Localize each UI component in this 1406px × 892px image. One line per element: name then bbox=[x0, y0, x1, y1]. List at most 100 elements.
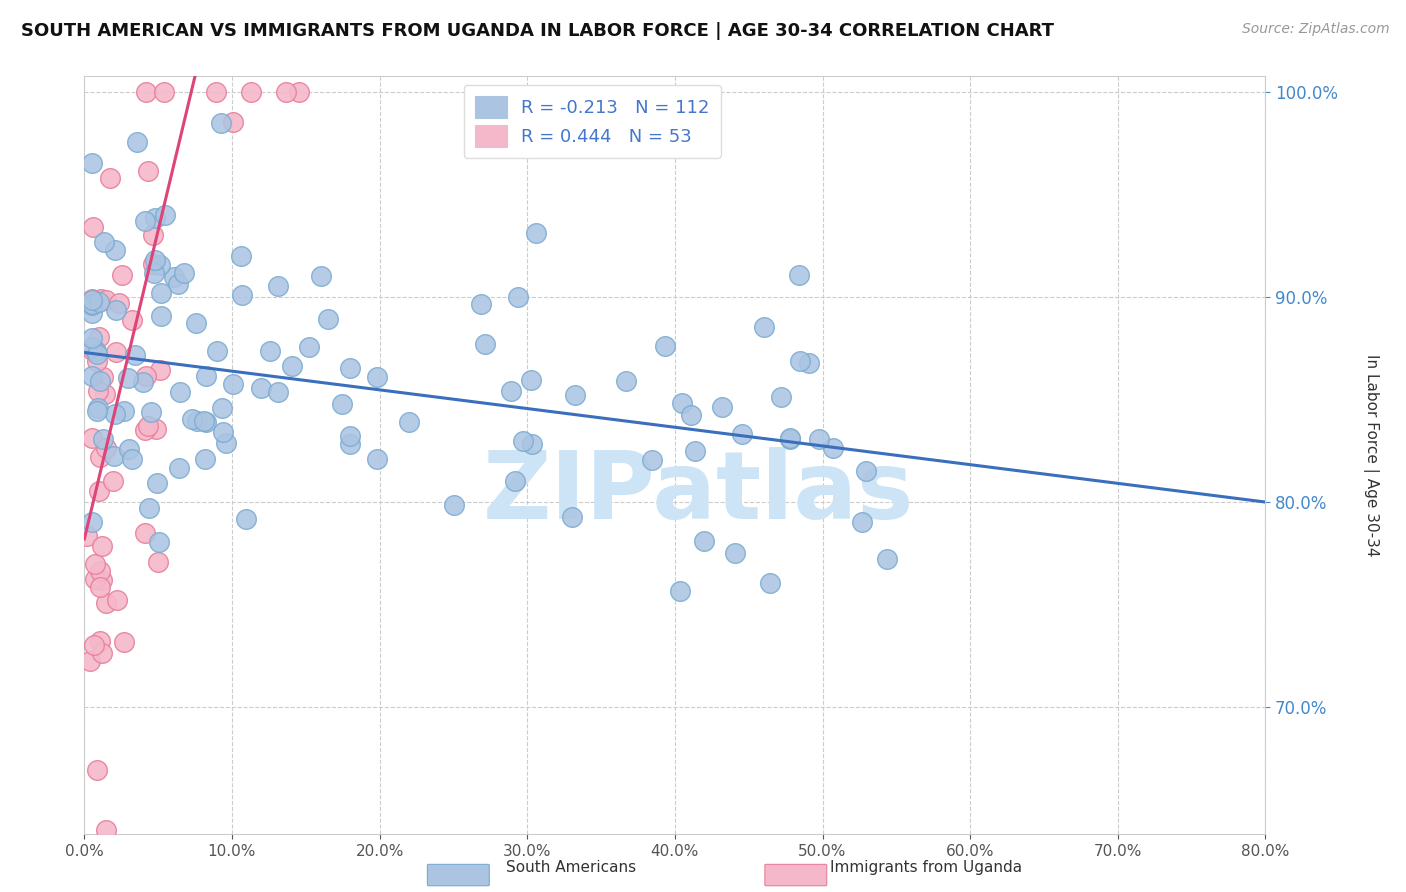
Point bbox=[797, 356, 820, 370]
Point bbox=[212, 425, 235, 439]
Point bbox=[94, 293, 117, 308]
Point bbox=[366, 452, 388, 467]
Point bbox=[173, 266, 195, 280]
Point bbox=[117, 371, 139, 385]
Point bbox=[163, 270, 186, 285]
Point bbox=[470, 297, 492, 311]
Point bbox=[193, 414, 215, 428]
Point bbox=[80, 306, 103, 320]
Point bbox=[145, 211, 167, 225]
Point bbox=[693, 533, 716, 548]
Point bbox=[150, 309, 173, 323]
Point bbox=[149, 363, 172, 377]
Point bbox=[91, 432, 114, 446]
Point bbox=[142, 228, 165, 243]
Point bbox=[332, 397, 354, 411]
Point bbox=[91, 539, 114, 553]
Point bbox=[524, 226, 547, 240]
Point bbox=[96, 596, 118, 610]
Point bbox=[80, 340, 103, 354]
Point bbox=[231, 287, 253, 301]
Point bbox=[143, 253, 166, 268]
Point bbox=[91, 370, 114, 384]
Point bbox=[229, 249, 252, 263]
Point bbox=[654, 338, 676, 352]
Point bbox=[89, 580, 111, 594]
Point bbox=[150, 286, 173, 301]
Point bbox=[311, 268, 333, 283]
Point bbox=[723, 546, 745, 560]
Point bbox=[112, 403, 135, 417]
Point bbox=[80, 431, 103, 445]
Point bbox=[474, 337, 496, 351]
Point bbox=[222, 115, 245, 129]
Point bbox=[125, 135, 148, 149]
Point bbox=[80, 296, 103, 310]
Point bbox=[146, 475, 169, 490]
Point bbox=[779, 432, 801, 446]
Point bbox=[94, 822, 117, 837]
Point bbox=[83, 558, 105, 572]
Point bbox=[87, 484, 110, 499]
Point bbox=[136, 419, 159, 434]
Point bbox=[240, 85, 263, 99]
Point bbox=[194, 415, 217, 429]
Point bbox=[205, 85, 228, 99]
Point bbox=[614, 374, 637, 388]
Point bbox=[79, 654, 101, 668]
Point bbox=[89, 375, 111, 389]
Point bbox=[141, 404, 163, 418]
Point bbox=[851, 515, 873, 529]
Point bbox=[87, 294, 110, 309]
Point bbox=[194, 451, 217, 466]
Point bbox=[94, 442, 117, 456]
Point bbox=[267, 385, 290, 400]
Point bbox=[82, 292, 104, 306]
Point bbox=[138, 501, 160, 516]
Point bbox=[101, 474, 124, 488]
Point bbox=[153, 208, 176, 222]
Point bbox=[267, 279, 290, 293]
Text: Immigrants from Uganda: Immigrants from Uganda bbox=[830, 861, 1022, 875]
Point bbox=[508, 289, 530, 303]
Point bbox=[443, 498, 465, 512]
Point bbox=[86, 763, 108, 777]
Point bbox=[683, 444, 706, 458]
Point bbox=[787, 268, 810, 282]
Point bbox=[222, 376, 245, 391]
Point bbox=[167, 277, 190, 291]
Point bbox=[274, 85, 297, 99]
Point bbox=[135, 85, 157, 99]
Point bbox=[82, 343, 104, 358]
Point bbox=[87, 401, 110, 415]
Point bbox=[142, 257, 165, 271]
Point bbox=[759, 575, 782, 590]
Point bbox=[91, 646, 114, 660]
Point bbox=[561, 510, 583, 524]
Point bbox=[499, 384, 522, 398]
Point bbox=[512, 434, 534, 449]
Point bbox=[132, 375, 155, 389]
Point bbox=[298, 340, 321, 354]
Point bbox=[235, 512, 257, 526]
Point bbox=[681, 409, 703, 423]
Text: Source: ZipAtlas.com: Source: ZipAtlas.com bbox=[1241, 22, 1389, 37]
Point bbox=[84, 344, 107, 359]
Point bbox=[180, 411, 202, 425]
Point bbox=[876, 551, 898, 566]
Point bbox=[89, 450, 111, 465]
Point bbox=[281, 359, 304, 374]
Point bbox=[503, 474, 526, 488]
Point bbox=[769, 390, 792, 404]
Point bbox=[104, 408, 127, 422]
Point bbox=[86, 404, 108, 418]
Point bbox=[80, 516, 103, 530]
Point bbox=[167, 461, 190, 475]
Point bbox=[90, 292, 112, 306]
Point bbox=[93, 235, 115, 249]
Point bbox=[153, 85, 176, 99]
Point bbox=[520, 373, 543, 387]
Point bbox=[80, 293, 103, 308]
Point bbox=[250, 381, 273, 395]
Point bbox=[135, 369, 157, 384]
